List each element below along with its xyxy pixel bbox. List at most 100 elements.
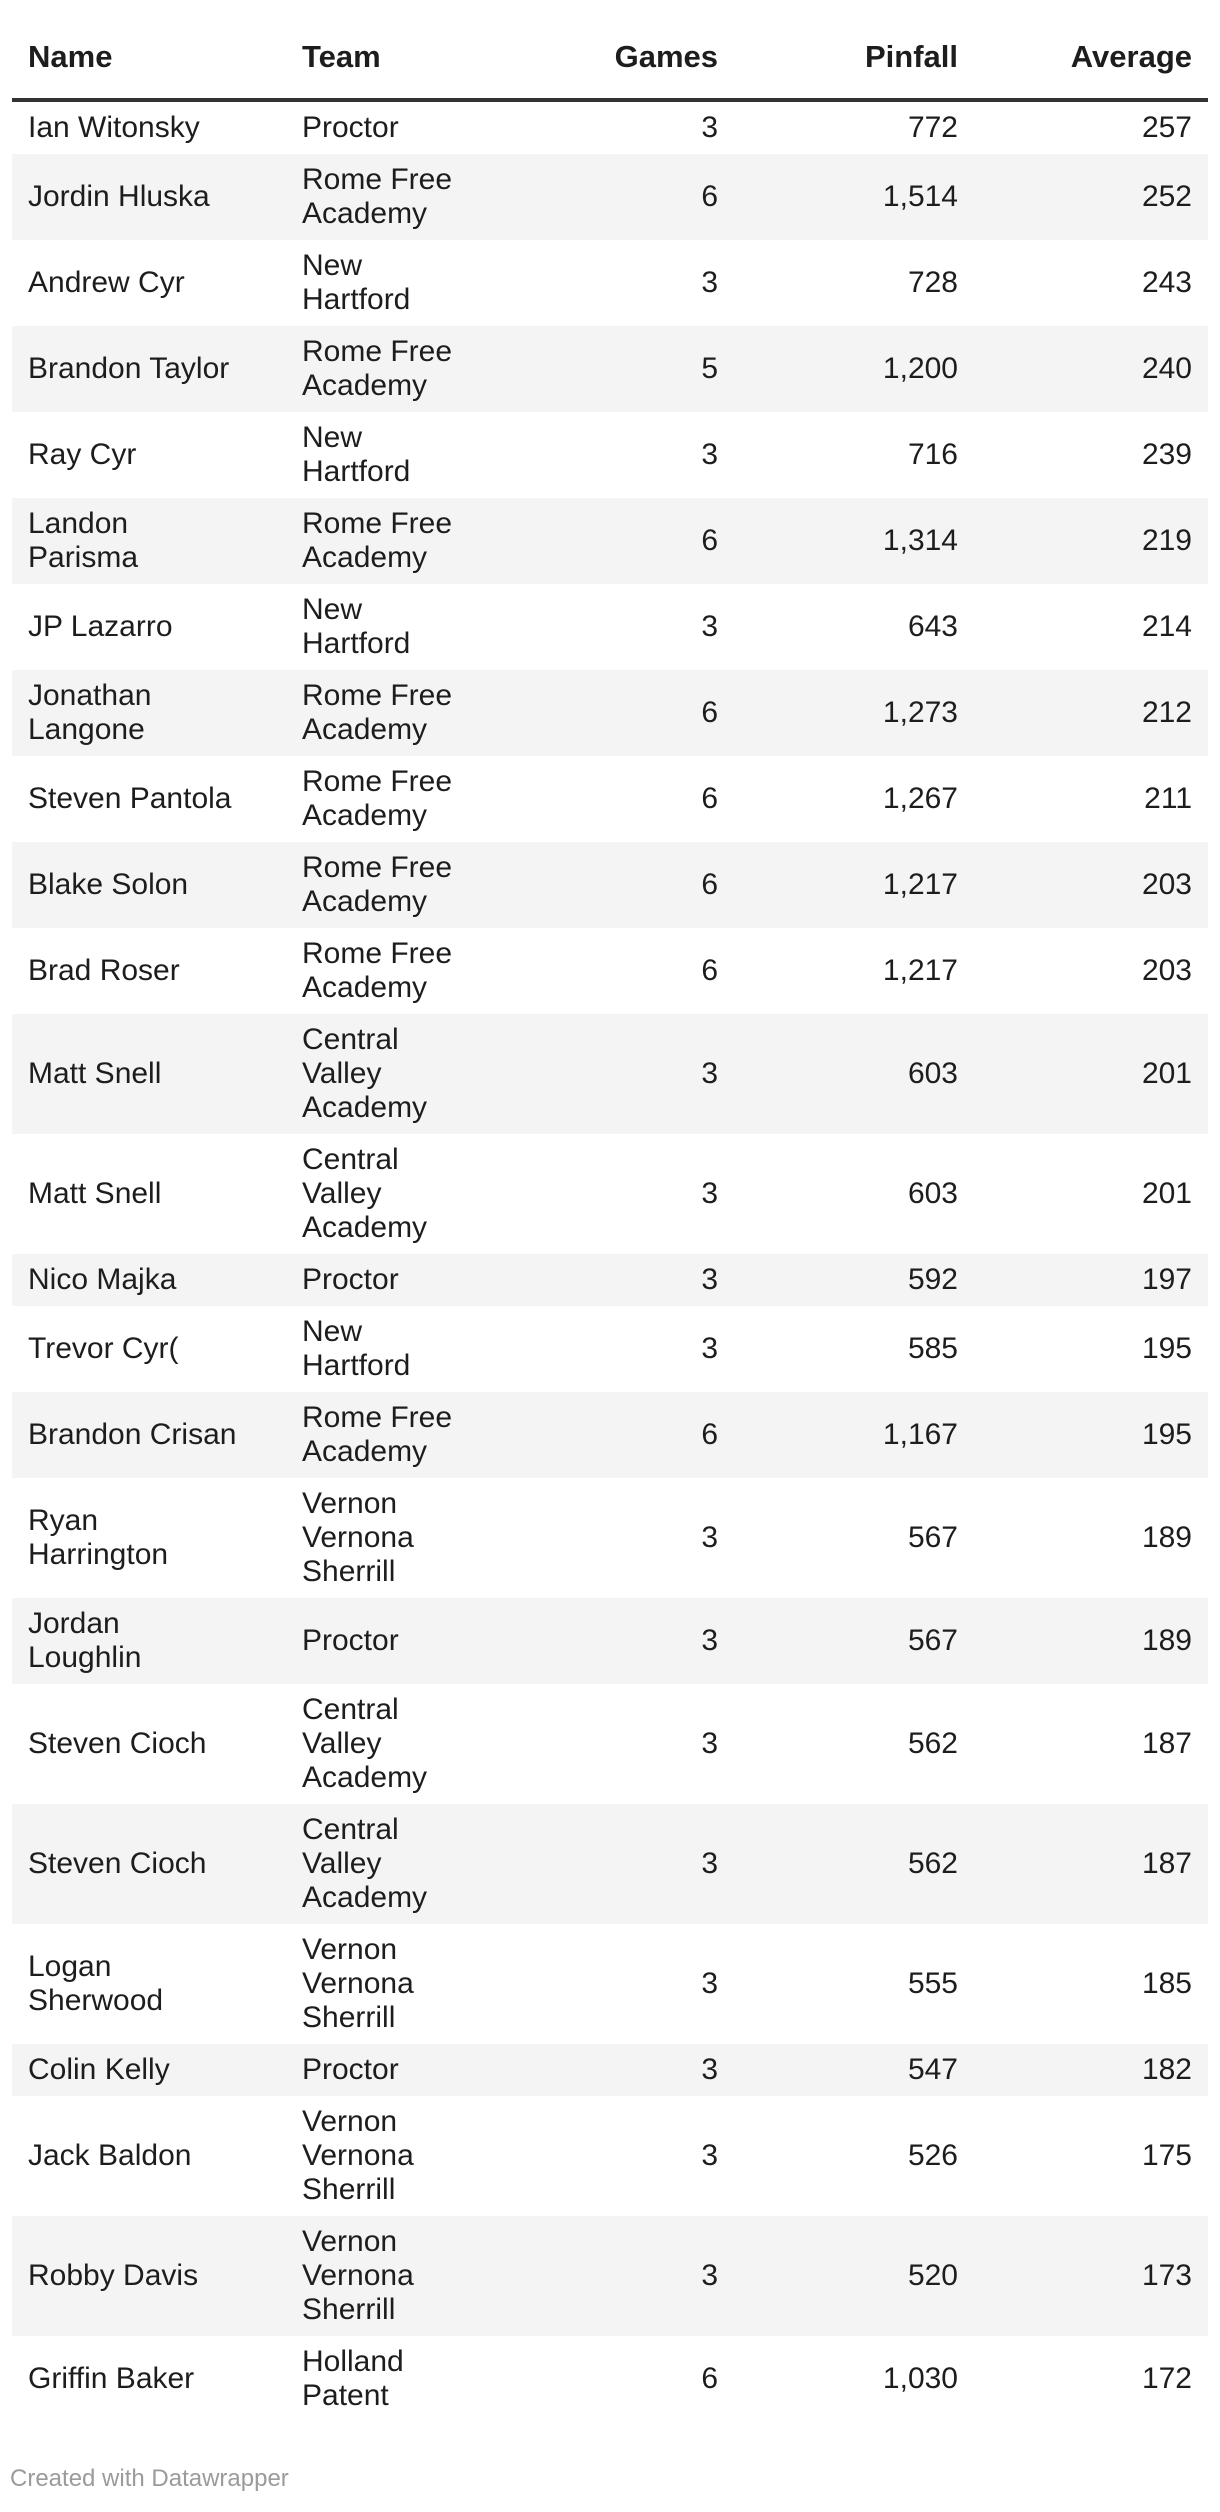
cell-games: 6	[701, 782, 718, 815]
cell-pinfall: 592	[734, 1254, 974, 1306]
cell-pinfall: 562	[907, 1727, 958, 1760]
table-row: Colin Kelly Proctor 3 547 182	[12, 2044, 1208, 2096]
cell-team: Proctor	[302, 111, 399, 144]
cell-average: 257	[1141, 111, 1192, 144]
cell-average: 187	[1141, 1727, 1192, 1760]
table-row: Steven Cioch Central Valley Academy 3 56…	[12, 1804, 1208, 1924]
cell-average: 219	[974, 498, 1208, 584]
cell-team: Vernon Vernona Sherrill	[286, 2216, 490, 2336]
cell-team: Central Valley Academy	[286, 1804, 490, 1924]
cell-pinfall: 728	[907, 266, 958, 299]
cell-name: Griffin Baker	[28, 2362, 195, 2395]
cell-average: 212	[974, 670, 1208, 756]
cell-average: 189	[1141, 1521, 1192, 1554]
cell-team: Vernon Vernona Sherrill	[302, 1933, 414, 2034]
cell-team: Proctor	[286, 1598, 490, 1684]
cell-average: 201	[1141, 1177, 1192, 1210]
cell-team: Holland Patent	[302, 2345, 404, 2412]
cell-pinfall: 585	[907, 1332, 958, 1365]
cell-pinfall: 547	[734, 2044, 974, 2096]
cell-name: Steven Pantola	[28, 782, 232, 815]
table-row: Andrew Cyr New Hartford 3 728 243	[12, 240, 1208, 326]
cell-average: 182	[974, 2044, 1208, 2096]
cell-pinfall: 1,217	[734, 842, 974, 928]
cell-average: 195	[1141, 1332, 1192, 1365]
cell-average: 189	[974, 1598, 1208, 1684]
cell-games: 3	[490, 1598, 734, 1684]
table-row: Jordan Loughlin Proctor 3 567 189	[12, 1598, 1208, 1684]
cell-name: Logan Sherwood	[28, 1950, 164, 2017]
cell-pinfall: 555	[907, 1967, 958, 2000]
cell-team: Vernon Vernona Sherrill	[302, 2105, 414, 2206]
cell-pinfall: 603	[734, 1014, 974, 1134]
cell-pinfall: 1,273	[734, 670, 974, 756]
cell-name: Brandon Crisan	[12, 1392, 286, 1478]
column-header-team: Team	[286, 0, 490, 102]
column-header-pinfall: Pinfall	[734, 0, 974, 102]
cell-name: Landon Parisma	[12, 498, 286, 584]
cell-pinfall: 603	[907, 1177, 958, 1210]
column-header-games: Games	[490, 0, 734, 102]
cell-team: Rome Free Academy	[286, 154, 490, 240]
cell-pinfall: 716	[907, 438, 958, 471]
table-row: Steven Pantola Rome Free Academy 6 1,267…	[12, 756, 1208, 842]
column-header-name: Name	[12, 0, 286, 102]
cell-name: Brad Roser	[28, 954, 180, 987]
cell-pinfall: 1,514	[734, 154, 974, 240]
cell-team: Rome Free Academy	[286, 326, 490, 412]
table-row: Jonathan Langone Rome Free Academy 6 1,2…	[12, 670, 1208, 756]
cell-team: New Hartford	[302, 1315, 411, 1382]
cell-pinfall: 1,167	[734, 1392, 974, 1478]
cell-team: Central Valley Academy	[302, 1143, 428, 1244]
cell-games: 3	[701, 1177, 718, 1210]
datawrapper-attribution[interactable]: Created with Datawrapper	[10, 2465, 289, 2492]
cell-pinfall: 1,217	[882, 954, 958, 987]
cell-games: 5	[490, 326, 734, 412]
cell-team: New Hartford	[302, 593, 411, 660]
table-row: Griffin Baker Holland Patent 6 1,030 172	[12, 2336, 1208, 2422]
cell-pinfall: 1,200	[734, 326, 974, 412]
cell-games: 3	[701, 1521, 718, 1554]
cell-games: 6	[701, 954, 718, 987]
cell-average: 172	[1141, 2362, 1192, 2395]
cell-average: 203	[974, 842, 1208, 928]
cell-average: 203	[1141, 954, 1192, 987]
cell-average: 197	[974, 1254, 1208, 1306]
cell-average: 214	[1141, 610, 1192, 643]
cell-name: Colin Kelly	[12, 2044, 286, 2096]
cell-name: Matt Snell	[28, 1177, 162, 1210]
cell-pinfall: 567	[734, 1598, 974, 1684]
cell-pinfall: 643	[907, 610, 958, 643]
table-row: JP Lazarro New Hartford 3 643 214	[12, 584, 1208, 670]
cell-name: Jack Baldon	[28, 2139, 192, 2172]
cell-team: Rome Free Academy	[302, 765, 453, 832]
table-row: Matt Snell Central Valley Academy 3 603 …	[12, 1014, 1208, 1134]
cell-games: 3	[701, 2139, 718, 2172]
cell-pinfall: 1,030	[882, 2362, 958, 2395]
cell-team: Vernon Vernona Sherrill	[302, 1487, 414, 1588]
cell-average: 195	[974, 1392, 1208, 1478]
table-row: Ryan Harrington Vernon Vernona Sherrill …	[12, 1478, 1208, 1598]
cell-name: Jonathan Langone	[12, 670, 286, 756]
cell-name: Robby Davis	[12, 2216, 286, 2336]
table-body: Ian Witonsky Proctor 3 772 257 Jordin Hl…	[12, 100, 1208, 2422]
cell-name: Steven Cioch	[28, 1727, 207, 1760]
table-row: Brandon Crisan Rome Free Academy 6 1,167…	[12, 1392, 1208, 1478]
cell-pinfall: 526	[907, 2139, 958, 2172]
cell-games: 3	[701, 438, 718, 471]
cell-games: 6	[490, 154, 734, 240]
cell-team: Central Valley Academy	[302, 1693, 428, 1794]
cell-team: New Hartford	[302, 421, 411, 488]
cell-games: 6	[490, 1392, 734, 1478]
cell-pinfall: 1,314	[734, 498, 974, 584]
cell-team: Rome Free Academy	[302, 937, 453, 1004]
cell-team: New Hartford	[302, 249, 411, 316]
column-header-average: Average	[974, 0, 1208, 102]
cell-team: Rome Free Academy	[286, 842, 490, 928]
cell-team: Proctor	[286, 1254, 490, 1306]
cell-name: Brandon Taylor	[12, 326, 286, 412]
cell-games: 3	[490, 1014, 734, 1134]
cell-name: Ray Cyr	[28, 438, 137, 471]
cell-average: 252	[974, 154, 1208, 240]
table-row: Jack Baldon Vernon Vernona Sherrill 3 52…	[12, 2096, 1208, 2216]
